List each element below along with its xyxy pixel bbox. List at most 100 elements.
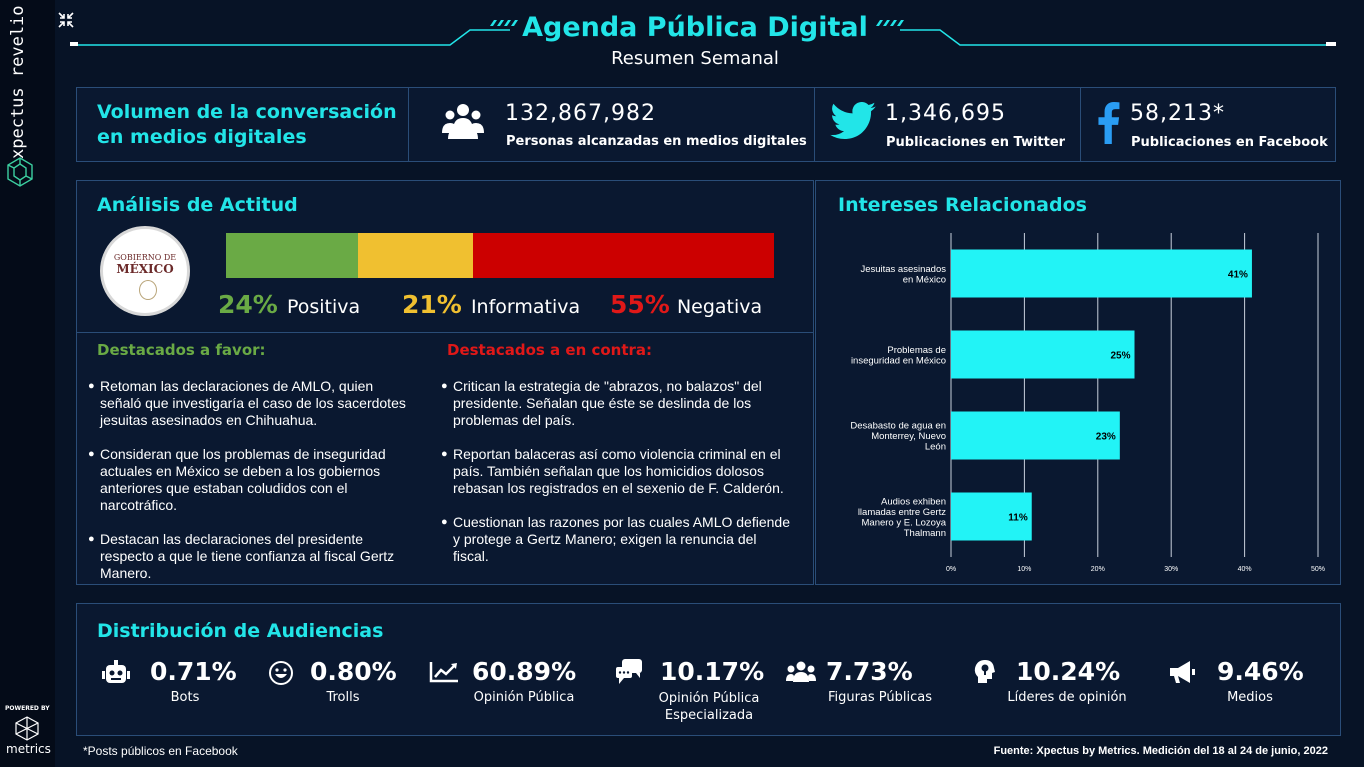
chart-category-label: Problemas de inseguridad en México bbox=[851, 345, 946, 367]
audiences-title: Distribución de Audiencias bbox=[97, 620, 384, 642]
aud-leaders-value: 10.24% bbox=[1016, 657, 1121, 686]
gobierno-mexico-logo: GOBIERNO DE MÉXICO bbox=[100, 226, 190, 316]
aud-media-label: Medios bbox=[1227, 690, 1273, 705]
volume-title-line1: Volumen de la conversación bbox=[97, 101, 397, 123]
chart-category-label-line: Problemas de bbox=[887, 345, 946, 356]
chart-category-label-line: Jesuitas asesinados bbox=[860, 264, 946, 275]
volume-title-line2: en medios digitales bbox=[97, 126, 307, 148]
chart-bar bbox=[951, 330, 1135, 379]
volume-dashes bbox=[1283, 171, 1335, 186]
interests-bar-chart: 0% 10% 20% 30% 40% 50% 41% Jesuitas asesinados e… bbox=[850, 233, 1325, 573]
chart-category-label-line: León bbox=[925, 442, 946, 453]
negative-label: Negativa bbox=[676, 296, 763, 318]
informative-label: Informativa bbox=[470, 296, 581, 318]
volume-panel bbox=[76, 87, 1336, 162]
twitter-value: 1,346,695 bbox=[885, 101, 1006, 126]
chart-category-label-line: llamadas entre Gertz bbox=[858, 507, 946, 518]
negative-pct: 55% bbox=[610, 290, 670, 319]
brand-text: xpectus revelio bbox=[8, 5, 28, 159]
chart-bar bbox=[951, 492, 1032, 541]
brand-vertical: xpectus revelio bbox=[5, 5, 31, 162]
positive-label: Positiva bbox=[286, 296, 361, 318]
chart-bar bbox=[951, 411, 1120, 460]
volume-divider-1 bbox=[408, 88, 409, 161]
chart-data-label: 41% bbox=[1228, 270, 1248, 281]
aud-opinion-label: Opinión Pública bbox=[473, 690, 575, 705]
aud-leaders-label: Líderes de opinión bbox=[1007, 690, 1127, 705]
favor-item: Retoman las declaraciones de AMLO, quien… bbox=[88, 378, 418, 429]
trend-chart-icon bbox=[429, 661, 459, 683]
attitude-bar-informative bbox=[357, 233, 473, 278]
aud-public-figures-value: 7.73% bbox=[826, 657, 913, 686]
chart-category-label: Audios exhiben llamadas entre Gertz Manero… bbox=[858, 496, 947, 539]
logo-emblem-icon bbox=[139, 280, 157, 300]
attitude-bar-positive bbox=[226, 233, 358, 278]
contra-item: Reportan balaceras así como violencia cr… bbox=[441, 446, 796, 497]
chart-tick-label: 50% bbox=[1311, 566, 1325, 573]
favor-list: Retoman las declaraciones de AMLO, quien… bbox=[88, 378, 418, 599]
header-dashes bbox=[1283, 77, 1335, 92]
volume-divider-3 bbox=[1080, 88, 1081, 161]
informative-pct: 21% bbox=[402, 290, 462, 319]
powered-by-label: POWERED BY bbox=[5, 705, 50, 712]
attitude-legend-negative: 55% Negativa bbox=[610, 290, 762, 319]
audiences-panel bbox=[76, 603, 1341, 736]
chart-tick-label: 0% bbox=[946, 566, 956, 573]
chart-category-label-line: en México bbox=[903, 274, 946, 285]
contra-item: Critican la estrategia de "abrazos, no b… bbox=[441, 378, 796, 429]
page-title: Agenda Pública Digital bbox=[522, 12, 868, 43]
header-frame bbox=[70, 20, 1336, 46]
chart-category-label: Desabasto de agua en Monterrey, Nuevo León bbox=[850, 421, 946, 453]
attitude-legend-informative: 21% Informativa bbox=[402, 290, 580, 319]
facebook-label: Publicaciones en Facebook bbox=[1131, 135, 1328, 150]
facebook-value: 58,213* bbox=[1130, 101, 1225, 126]
chart-data-label: 25% bbox=[1110, 351, 1130, 362]
positive-pct: 24% bbox=[218, 290, 278, 319]
aud-media-value: 9.46% bbox=[1217, 657, 1304, 686]
aud-specialized-label: Opinión Pública Especializada bbox=[658, 691, 760, 723]
collapse-icon[interactable] bbox=[58, 12, 74, 28]
attitude-title: Análisis de Actitud bbox=[97, 194, 298, 216]
favor-title: Destacados a favor: bbox=[97, 341, 266, 359]
footer-source: Fuente: Xpectus by Metrics. Medición del… bbox=[993, 745, 1328, 757]
reach-value: 132,867,982 bbox=[505, 101, 656, 126]
aud-bots-label: Bots bbox=[170, 690, 200, 705]
chart-bar bbox=[951, 249, 1252, 298]
sidebar bbox=[0, 0, 55, 767]
attitude-bar-negative bbox=[472, 233, 774, 278]
attitude-divider bbox=[77, 332, 813, 333]
favor-item: Consideran que los problemas de inseguri… bbox=[88, 446, 418, 514]
attitude-legend-positive: 24% Positiva bbox=[218, 290, 360, 319]
chart-category-label-line: Monterrey, Nuevo bbox=[871, 431, 946, 442]
favor-item: Destacan las declaraciones del president… bbox=[88, 531, 418, 582]
chat-bubbles-icon bbox=[616, 659, 644, 685]
chart-data-label: 11% bbox=[1008, 513, 1028, 524]
contra-list: Critican la estrategia de "abrazos, no b… bbox=[441, 378, 796, 582]
chart-dashes bbox=[1283, 594, 1335, 609]
chart-category-label-line: Thalmann bbox=[904, 528, 946, 539]
brand-logo-icon bbox=[6, 156, 34, 188]
attitude-bar bbox=[226, 233, 774, 278]
aud-bots-value: 0.71% bbox=[150, 657, 237, 686]
chart-tick-label: 30% bbox=[1164, 566, 1178, 573]
aud-specialized-value: 10.17% bbox=[660, 657, 765, 686]
chart-category-label-line: Desabasto de agua en bbox=[850, 421, 946, 432]
volume-divider-2 bbox=[814, 88, 815, 161]
logo-line2: MÉXICO bbox=[116, 262, 174, 276]
chart-tick-label: 10% bbox=[1017, 566, 1031, 573]
chart-category-label-line: inseguridad en México bbox=[851, 355, 946, 366]
twitter-label: Publicaciones en Twitter bbox=[886, 135, 1066, 150]
lightbulb-head-icon bbox=[974, 659, 996, 685]
aud-opinion-value: 60.89% bbox=[472, 657, 577, 686]
people-icon bbox=[440, 101, 486, 141]
chart-category-label-line: Manero y E. Lozoya bbox=[862, 517, 947, 528]
logo-line1: GOBIERNO DE bbox=[113, 253, 177, 262]
aud-public-figures-label: Figuras Públicas bbox=[827, 690, 933, 705]
troll-face-icon bbox=[268, 660, 294, 686]
chart-tick-label: 40% bbox=[1238, 566, 1252, 573]
twitter-icon bbox=[830, 101, 876, 140]
metrics-logo-icon bbox=[14, 715, 40, 741]
chart-category-label: Jesuitas asesinados en México bbox=[860, 264, 946, 286]
facebook-icon bbox=[1096, 102, 1120, 144]
chart-category-label-line: Audios exhiben bbox=[881, 496, 946, 507]
